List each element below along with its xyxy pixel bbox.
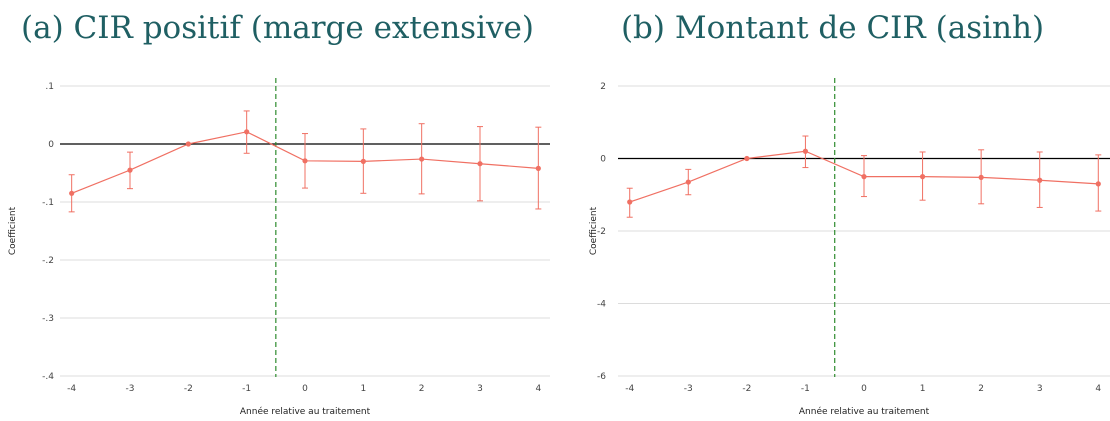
chart-panel-a: .1 0 -.1 -.2 -.3 -.4 -4 -3 -2 -1 0 1 2 3 4 Année relati… — [8, 78, 550, 417]
data-point — [978, 174, 984, 180]
data-point — [360, 158, 366, 164]
data-point — [69, 190, 75, 196]
y-tick-label: -.1 — [42, 198, 54, 208]
x-tick-label: 3 — [1037, 384, 1043, 394]
x-axis-label: Année relative au traitement — [799, 406, 930, 417]
x-tick-label: -2 — [742, 384, 751, 394]
x-tick-label: 4 — [535, 384, 541, 394]
x-tick-label: -4 — [625, 384, 634, 394]
chart-panel-b: 2 0 -2 -4 -6 -4 -3 -2 -1 0 1 2 3 4 Année relative au t… — [589, 78, 1110, 417]
y-tick-label: -.3 — [42, 314, 54, 324]
x-tick-label: 4 — [1095, 384, 1101, 394]
data-point — [627, 199, 633, 205]
x-tick-label: 0 — [861, 384, 867, 394]
y-axis-label: Coefficient — [8, 206, 18, 255]
data-point — [127, 167, 133, 173]
x-tick-label: 3 — [477, 384, 483, 394]
data-point — [802, 148, 809, 154]
x-tick-label: 1 — [360, 384, 366, 394]
x-tick-label: 2 — [419, 384, 425, 394]
y-tick-label: 2 — [600, 82, 606, 92]
x-tick-label: -3 — [126, 384, 135, 394]
x-axis-label: Année relative au traitement — [240, 406, 371, 417]
panel-a-title: (a) CIR positif (marge extensive) — [21, 10, 534, 46]
x-tick-label: 1 — [920, 384, 926, 394]
panel-b-title: (b) Montant de CIR (asinh) — [620, 10, 1045, 46]
x-tick-label: -1 — [801, 384, 810, 394]
y-tick-label: -.4 — [42, 372, 54, 382]
y-tick-label: .1 — [45, 82, 54, 92]
y-tick-label: -.2 — [42, 256, 54, 266]
x-tick-label: 2 — [978, 384, 984, 394]
x-tick-label: -1 — [242, 384, 251, 394]
data-point — [185, 141, 191, 147]
y-tick-label: -4 — [597, 300, 606, 310]
data-point — [685, 179, 691, 185]
data-point — [919, 174, 926, 180]
x-tick-label: -2 — [184, 384, 193, 394]
data-point — [1095, 181, 1101, 187]
data-point — [861, 174, 867, 180]
y-axis-label: Coefficient — [589, 206, 599, 255]
data-point — [477, 161, 483, 167]
x-tick-label: 0 — [302, 384, 308, 394]
data-point — [744, 155, 750, 162]
y-tick-label: -2 — [597, 227, 606, 237]
x-tick-label: -4 — [67, 384, 76, 394]
data-point — [302, 158, 308, 164]
data-point — [535, 165, 541, 171]
x-tick-label: -3 — [684, 384, 693, 394]
data-point — [419, 156, 425, 162]
data-point — [244, 129, 250, 135]
y-tick-label: 0 — [48, 140, 54, 150]
y-tick-label: -6 — [597, 372, 606, 382]
data-point — [1037, 177, 1043, 183]
y-tick-label: 0 — [600, 155, 606, 165]
